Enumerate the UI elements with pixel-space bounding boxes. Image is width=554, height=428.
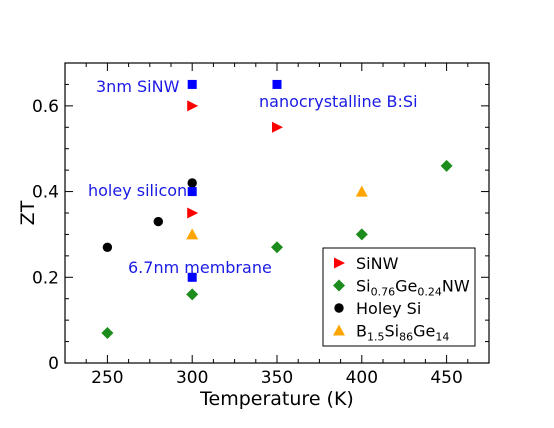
x-tick-label: 250 xyxy=(91,368,123,388)
legend-label: SiNW xyxy=(356,254,399,273)
annotations: 3nm SiNW nanocrystalline B:Si holey silico… xyxy=(88,77,418,277)
triangle-right-data-point xyxy=(187,207,199,219)
x-tick-label: 300 xyxy=(176,368,208,388)
y-axis-title: ZT xyxy=(17,200,39,225)
legend-label: Holey Si xyxy=(356,299,421,318)
circle-data-point xyxy=(102,242,113,252)
triangle-right-data-point xyxy=(187,100,199,112)
legend-marker xyxy=(334,303,344,313)
x-tick-label: 400 xyxy=(346,368,378,388)
legend-box xyxy=(322,247,476,347)
diamond-data-point xyxy=(440,159,453,172)
x-tick-label: 350 xyxy=(261,368,293,388)
x-tick-label: 450 xyxy=(430,368,462,388)
legend-label: Si0.76Ge0.24NW xyxy=(356,277,470,299)
legend-marker xyxy=(334,257,345,269)
annotation-label: 3nm SiNW xyxy=(96,77,180,96)
circle-data-point xyxy=(187,178,197,188)
square-data-point xyxy=(272,79,282,89)
y-tick-label: 0.2 xyxy=(32,268,59,288)
tick-labels: 250 300 350 400 450 0 0.2 0.4 0.6 xyxy=(32,97,463,388)
square-data-point xyxy=(187,187,197,197)
diamond-data-point xyxy=(186,288,199,301)
legend-marker xyxy=(333,324,345,336)
legend-marker xyxy=(333,279,345,292)
diamond-data-point xyxy=(271,241,283,254)
triangle-up-data-point xyxy=(355,185,368,197)
data-points xyxy=(101,79,453,339)
diamond-data-point xyxy=(355,228,368,241)
triangle-up-data-point xyxy=(186,228,199,240)
circle-data-point xyxy=(153,216,163,227)
annotation-label: holey silicon xyxy=(88,181,187,200)
square-data-point xyxy=(187,79,197,89)
y-tick-label: 0 xyxy=(48,354,59,374)
triangle-right-data-point xyxy=(272,121,283,133)
annotation-label: 6.7nm membrane xyxy=(128,258,272,277)
annotation-label: nanocrystalline B:Si xyxy=(259,92,418,111)
y-tick-label: 0.4 xyxy=(32,183,59,203)
x-axis-title: Temperature (K) xyxy=(199,388,354,410)
axis-ticks xyxy=(64,62,490,364)
legend-label: B1.5Si86Ge14 xyxy=(356,322,449,344)
square-data-point xyxy=(187,272,197,282)
diamond-data-point xyxy=(101,327,114,339)
y-tick-label: 0.6 xyxy=(32,97,59,117)
